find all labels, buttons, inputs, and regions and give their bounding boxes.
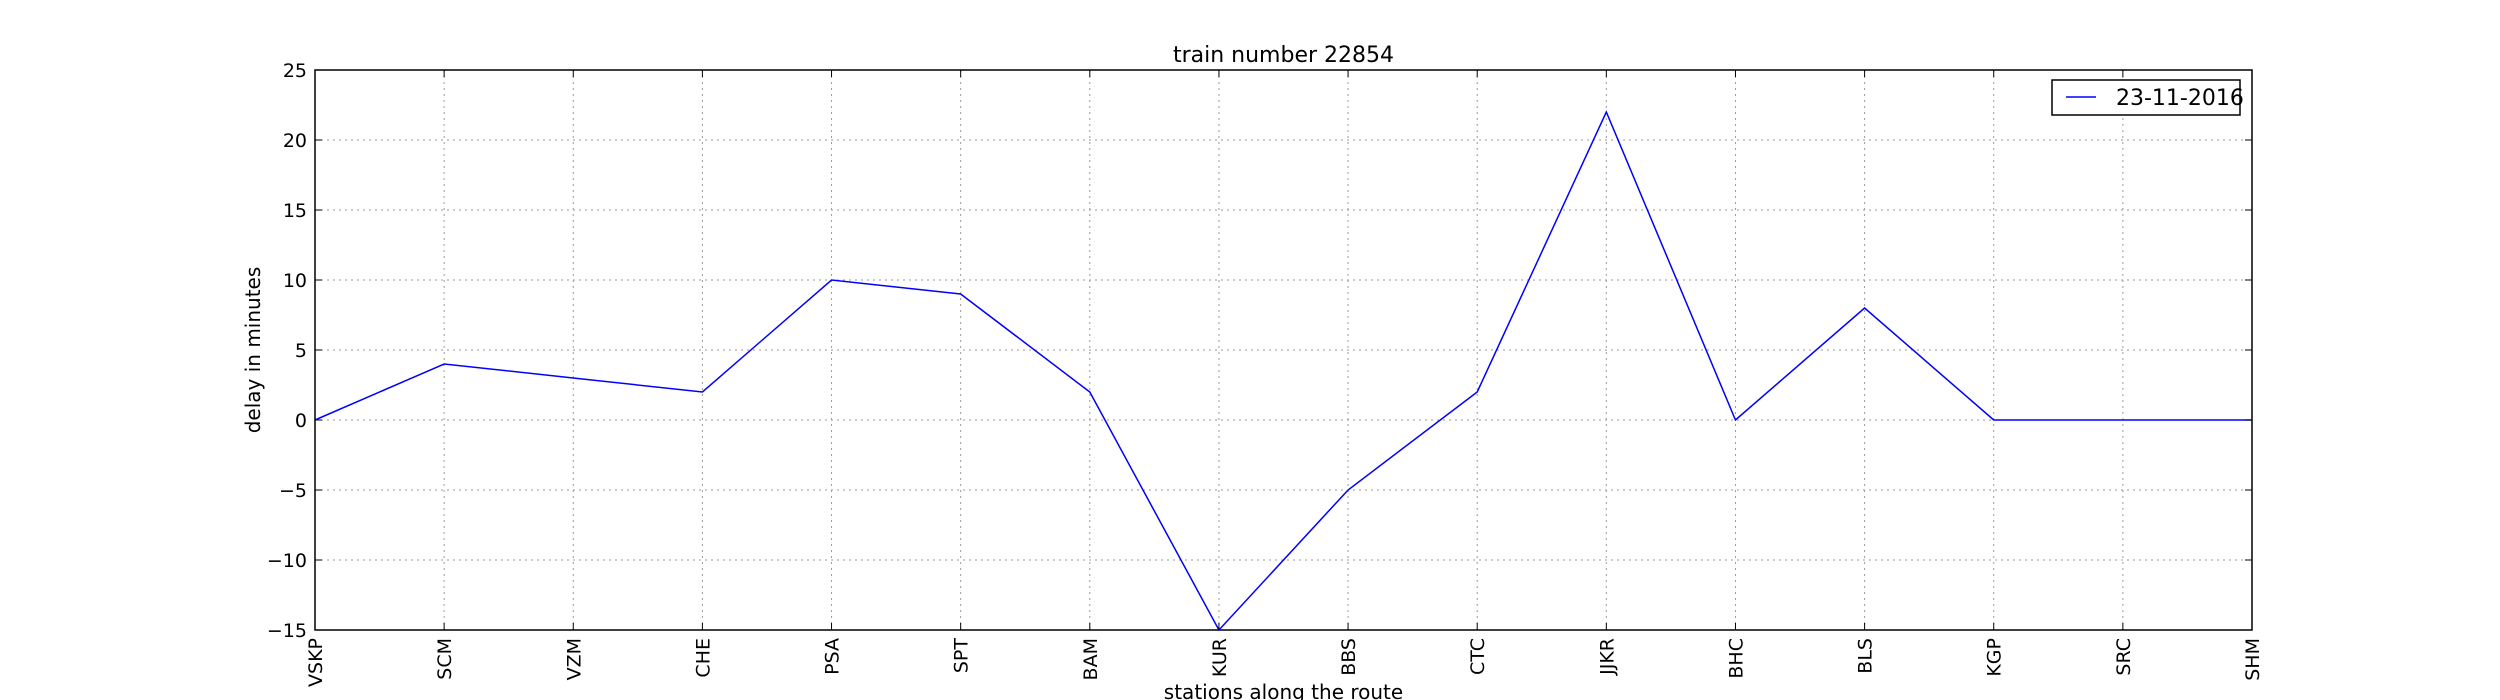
series-line-23-11-2016 (314, 110, 2252, 632)
y-tick-label: −10 (267, 550, 307, 572)
series-layer (314, 110, 2253, 632)
x-tick-label-shm: SHM (2242, 638, 2264, 681)
x-tick-labels: VSKP SCM VZM CHE PSA SPT BAM KUR BBS CTC JJKR BHC BL… (305, 70, 2264, 687)
grid-lines (314, 69, 2253, 631)
chart-title: train number 22854 (1173, 43, 1394, 68)
x-tick-label-kgp: KGP (1984, 638, 2006, 677)
x-axis-title: stations along the route (1164, 680, 1403, 700)
x-tick-label-src: SRC (2113, 638, 2135, 676)
x-tick-label-spt: SPT (951, 638, 973, 674)
y-tick-labels: −15 −10 −5 0 5 10 15 20 25 (267, 60, 2252, 642)
y-tick-label: −15 (267, 620, 307, 642)
y-axis-title: delay in minutes (241, 267, 265, 434)
y-tick-label: 15 (283, 200, 307, 222)
y-tick-label: 0 (295, 410, 307, 432)
x-tick-label-bam: BAM (1080, 638, 1102, 680)
x-tick-label-psa: PSA (822, 638, 844, 675)
y-tick-label: −5 (279, 480, 307, 502)
y-tick-label: 20 (283, 130, 307, 152)
plot-frame (314, 69, 2253, 631)
x-tick-label-bls: BLS (1855, 638, 1877, 674)
x-tick-label-scm: SCM (434, 638, 456, 680)
x-tick-label-che: CHE (692, 638, 714, 678)
x-tick-label-vskp: VSKP (305, 638, 327, 687)
x-tick-label-ctc: CTC (1467, 638, 1489, 675)
y-tick-label: 5 (295, 340, 307, 362)
legend: 23-11-2016 (2051, 79, 2244, 116)
x-tick-label-vzm: VZM (563, 638, 585, 680)
y-tick-label: 25 (283, 60, 307, 82)
x-tick-label-jjkr: JJKR (1596, 638, 1618, 676)
x-tick-label-bhc: BHC (1725, 638, 1747, 679)
legend-entry-23-11-2016: 23-11-2016 (2116, 86, 2244, 111)
x-tick-label-kur: KUR (1209, 638, 1231, 677)
x-tick-label-bbs: BBS (1338, 638, 1360, 676)
y-tick-label: 10 (283, 270, 307, 292)
